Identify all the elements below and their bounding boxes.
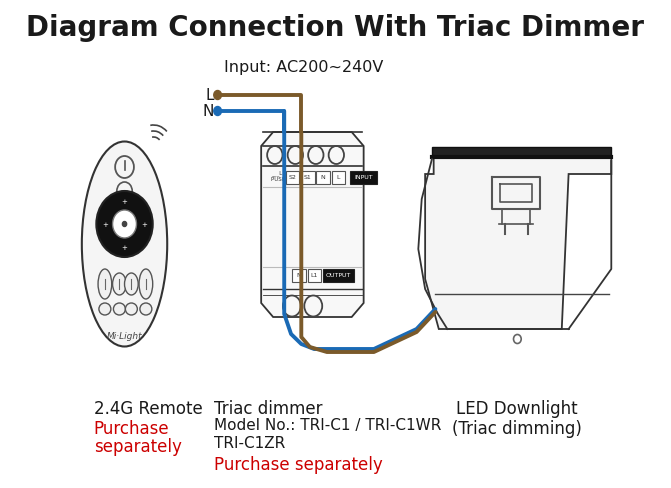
Text: INPUT: INPUT <box>354 175 373 180</box>
FancyBboxPatch shape <box>323 269 354 282</box>
Text: Mi·Light: Mi·Light <box>107 332 142 341</box>
Text: L: L <box>206 88 214 103</box>
FancyBboxPatch shape <box>331 171 346 184</box>
Text: +: + <box>121 199 127 204</box>
Text: +: + <box>121 244 127 250</box>
Text: N: N <box>321 175 325 180</box>
FancyBboxPatch shape <box>293 269 306 282</box>
Text: OUTPUT: OUTPUT <box>325 273 351 278</box>
Text: L1: L1 <box>311 273 318 278</box>
Text: 2.4G Remote: 2.4G Remote <box>94 399 203 417</box>
Circle shape <box>122 222 127 227</box>
Text: Triac dimmer: Triac dimmer <box>214 399 323 417</box>
Text: +: + <box>102 222 108 227</box>
Circle shape <box>97 192 153 258</box>
Text: S1: S1 <box>304 175 311 180</box>
Text: TRI-C1ZR: TRI-C1ZR <box>214 435 285 450</box>
Text: Model No.: TRI-C1 / TRI-C1WR: Model No.: TRI-C1 / TRI-C1WR <box>214 417 442 432</box>
Polygon shape <box>425 158 611 329</box>
Ellipse shape <box>113 304 125 315</box>
Polygon shape <box>261 133 364 317</box>
Ellipse shape <box>125 304 138 315</box>
Text: N: N <box>203 104 214 119</box>
FancyBboxPatch shape <box>316 171 330 184</box>
Text: +: + <box>141 222 147 227</box>
Text: separately: separately <box>94 437 182 455</box>
FancyBboxPatch shape <box>350 171 377 184</box>
Text: ___L1: ___L1 <box>271 170 286 176</box>
FancyBboxPatch shape <box>432 148 611 158</box>
Text: S2: S2 <box>289 175 297 180</box>
Text: Input: AC200~240V: Input: AC200~240V <box>224 61 384 75</box>
Text: LED Downlight: LED Downlight <box>456 399 577 417</box>
Text: L: L <box>337 175 340 180</box>
Circle shape <box>214 107 221 116</box>
Circle shape <box>214 91 221 101</box>
Text: Purchase: Purchase <box>94 419 169 437</box>
Text: N: N <box>297 273 301 278</box>
Text: PUSH DIM: PUSH DIM <box>271 177 299 182</box>
FancyBboxPatch shape <box>301 171 315 184</box>
Ellipse shape <box>98 269 111 299</box>
Circle shape <box>113 210 136 239</box>
Ellipse shape <box>139 269 153 299</box>
Ellipse shape <box>99 304 111 315</box>
Text: Diagram Connection With Triac Dimmer: Diagram Connection With Triac Dimmer <box>26 14 644 42</box>
FancyBboxPatch shape <box>285 171 299 184</box>
Ellipse shape <box>113 273 126 295</box>
Ellipse shape <box>125 273 138 295</box>
Text: (Triac dimming): (Triac dimming) <box>452 419 582 437</box>
Ellipse shape <box>82 142 167 347</box>
Text: Purchase separately: Purchase separately <box>214 455 383 473</box>
Ellipse shape <box>140 304 152 315</box>
FancyBboxPatch shape <box>308 269 321 282</box>
